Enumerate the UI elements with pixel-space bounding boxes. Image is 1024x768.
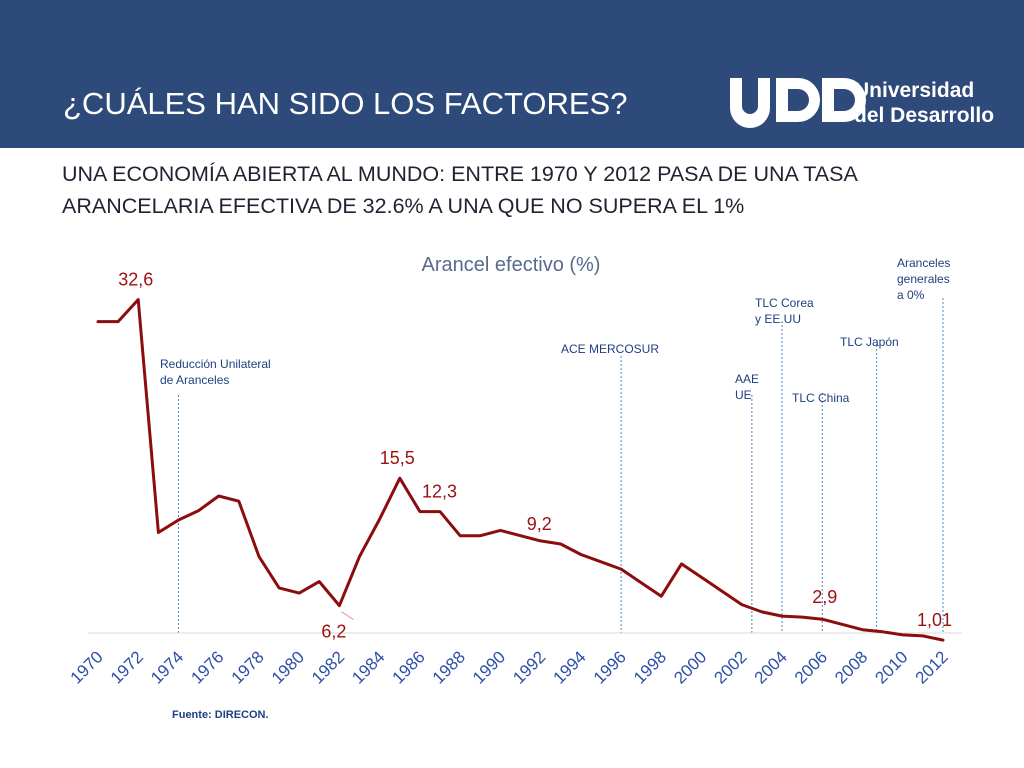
- x-tick-label: 1992: [509, 647, 549, 687]
- header-bar: [0, 0, 1024, 148]
- x-tick-label: 1982: [308, 647, 348, 687]
- series-line-group: [96, 298, 945, 642]
- event-annotation: AAE UE: [735, 372, 759, 402]
- event-markers: Reducción Unilateral de Aranceles ACE MERC…: [160, 256, 950, 633]
- x-tick-label: 2010: [871, 647, 911, 687]
- x-tick-label: 1972: [107, 647, 147, 687]
- x-tick-label: 1970: [67, 647, 107, 687]
- event-annotation: Aranceles generales a 0%: [897, 256, 950, 302]
- source-note: Fuente: DIRECON.: [172, 709, 269, 721]
- logo-text-line2: del Desarrollo: [854, 104, 994, 127]
- x-tick-label: 1976: [187, 647, 227, 687]
- x-tick-label: 1998: [630, 647, 670, 687]
- x-axis-ticks: 1970 1972 1974 1976 1978 1980 1982 1984 1986 1988…: [67, 647, 952, 687]
- x-tick-label: 2000: [670, 647, 710, 687]
- x-tick-label: 1994: [550, 647, 590, 687]
- x-tick-label: 1984: [348, 647, 388, 687]
- value-label-leader: [341, 611, 354, 621]
- value-labels: 32,6 6,2 15,5 12,3 9,2 2,9 1,01: [118, 270, 952, 642]
- value-label: 15,5: [380, 448, 415, 468]
- x-tick-label: 1988: [429, 647, 469, 687]
- value-label: 12,3: [422, 482, 457, 502]
- x-tick-label: 2004: [751, 647, 791, 687]
- value-label: 6,2: [321, 622, 346, 642]
- university-logo: Universidad del Desarrollo: [730, 78, 994, 128]
- series-line: [96, 298, 945, 642]
- slide-title: ¿CUÁLES HAN SIDO LOS FACTORES?: [63, 86, 628, 121]
- x-tick-label: 1974: [147, 647, 187, 687]
- x-tick-label: 2008: [831, 647, 871, 687]
- value-label: 9,2: [527, 514, 552, 534]
- x-tick-label: 2006: [791, 647, 831, 687]
- event-annotation: ACE MERCOSUR: [561, 342, 659, 356]
- udd-monogram-icon: [730, 78, 866, 128]
- slide-subtitle: UNA ECONOMÍA ABIERTA AL MUNDO: ENTRE 197…: [62, 162, 857, 218]
- event-annotation: TLC China: [792, 391, 850, 405]
- x-tick-label: 1978: [228, 647, 268, 687]
- event-annotation: TLC Corea y EE.UU: [755, 296, 814, 326]
- value-label: 32,6: [118, 270, 153, 290]
- event-annotation: Reducción Unilateral de Aranceles: [160, 357, 271, 387]
- chart-title: Arancel efectivo (%): [422, 254, 601, 276]
- value-label: 1,01: [917, 610, 952, 630]
- x-tick-label: 1996: [590, 647, 630, 687]
- x-tick-label: 1990: [469, 647, 509, 687]
- x-tick-label: 2012: [912, 647, 952, 687]
- x-tick-label: 1986: [389, 647, 429, 687]
- x-tick-label: 2002: [710, 647, 750, 687]
- logo-text-line1: Universidad: [854, 79, 974, 102]
- value-label: 2,9: [812, 587, 837, 607]
- event-annotation: TLC Japón: [840, 335, 899, 349]
- x-tick-label: 1980: [268, 647, 308, 687]
